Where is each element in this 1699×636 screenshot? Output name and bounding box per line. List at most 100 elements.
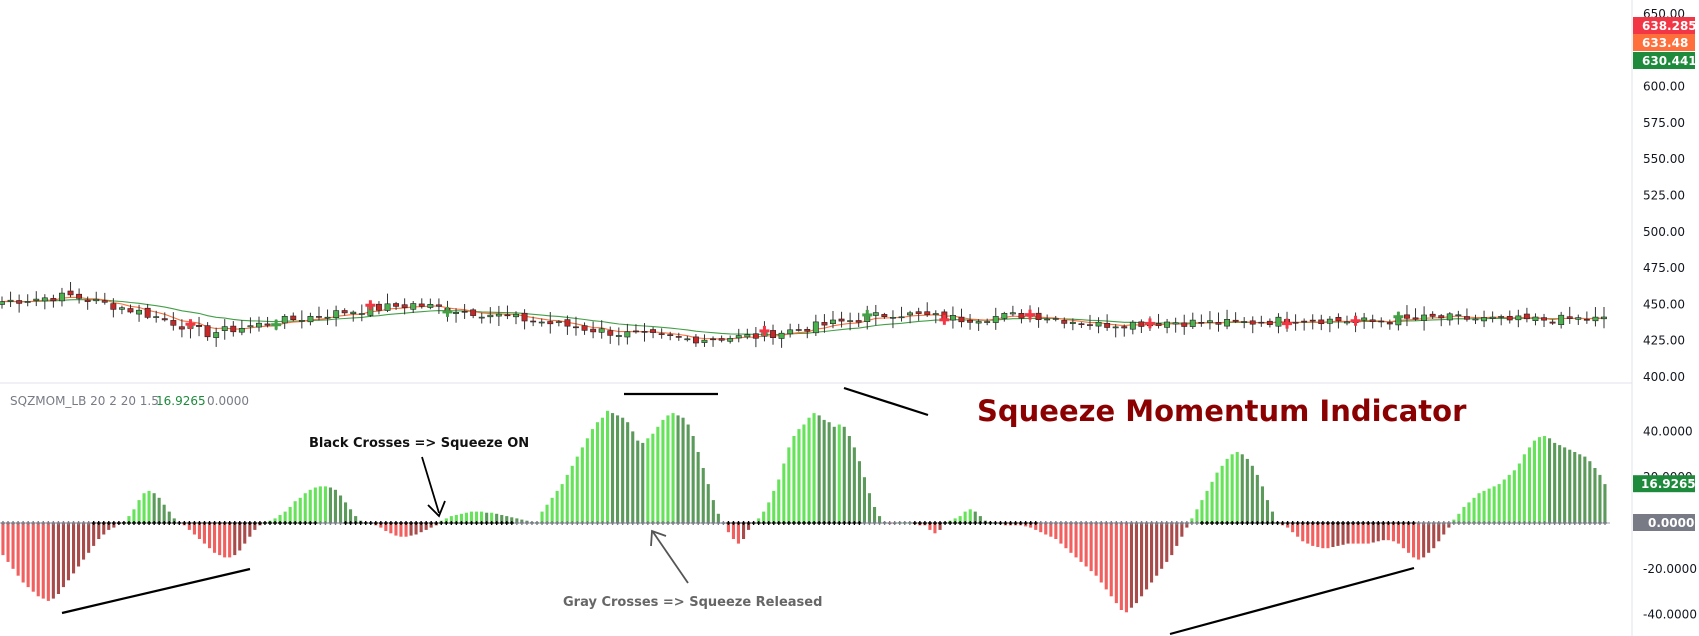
- candle-body-up: [119, 307, 125, 310]
- candle-body-down: [1309, 319, 1316, 322]
- candle-body-up: [598, 328, 605, 333]
- candle: [144, 303, 151, 320]
- candle: [1464, 308, 1470, 322]
- candle: [33, 291, 40, 307]
- squeeze-on-cross: [434, 521, 439, 525]
- momentum-bar: [1044, 523, 1048, 535]
- squeeze-on-cross: [479, 521, 484, 525]
- squeeze-off-cross: [1603, 521, 1607, 525]
- candle-body-down: [795, 329, 802, 331]
- top-falling-trendline: [843, 386, 929, 417]
- squeeze-off-cross: [1048, 521, 1053, 525]
- squeeze-off-cross: [1129, 521, 1134, 525]
- squeeze-on-cross: [1255, 521, 1260, 525]
- momentum-bar: [1119, 523, 1123, 610]
- price-axis[interactable]: 400.00 425.00 450.00 475.00 500.00 525.00 550.…: [1643, 7, 1685, 384]
- momentum-bar: [1265, 500, 1269, 523]
- candle-body-up: [744, 334, 751, 338]
- momentum-bar: [777, 479, 781, 523]
- squeeze-off-cross: [1557, 521, 1562, 525]
- squeeze-off-cross: [1487, 521, 1492, 525]
- indicator-legend[interactable]: SQZMOM_LB 20 2 20 1.5 16.9265 0.0000: [10, 394, 249, 408]
- candle-body-down: [1155, 323, 1162, 326]
- price-tick-label: 575.00: [1643, 116, 1685, 130]
- squeeze-on-cross: [1225, 521, 1230, 525]
- momentum-bar: [1553, 442, 1557, 523]
- momentum-bar: [701, 468, 705, 523]
- momentum-bar: [1356, 523, 1360, 544]
- candle: [1601, 307, 1607, 329]
- squeeze-on-cross: [1220, 521, 1225, 525]
- momentum-bar: [1432, 523, 1436, 549]
- momentum-bar: [1129, 523, 1133, 608]
- squeeze-off-cross: [711, 521, 716, 525]
- momentum-bar: [475, 511, 479, 523]
- candle: [1258, 315, 1265, 327]
- candle: [1009, 305, 1016, 317]
- candle: [93, 291, 100, 304]
- momentum-bar: [1225, 458, 1229, 523]
- squeeze-off-cross: [887, 521, 892, 525]
- candle-body-up: [1189, 319, 1196, 327]
- momentum-bar: [127, 516, 131, 523]
- momentum-bar: [384, 523, 388, 531]
- momentum-bar: [1507, 474, 1511, 523]
- candle-body-up: [1129, 321, 1136, 330]
- candle-body-up: [1164, 321, 1171, 328]
- squeeze-off-cross: [41, 521, 46, 525]
- momentum-bar: [973, 511, 977, 523]
- squeeze-off-cross: [1174, 521, 1179, 525]
- momentum-bars-group: [1, 410, 1607, 613]
- momentum-bar: [278, 515, 282, 523]
- candle-body-down: [1138, 321, 1145, 327]
- candle: [538, 318, 545, 327]
- momentum-bar: [1160, 523, 1164, 569]
- momentum-bar: [1548, 438, 1552, 523]
- momentum-bar: [772, 490, 776, 523]
- squeeze-off-cross: [550, 521, 555, 525]
- squeeze-on-cross: [313, 521, 318, 525]
- candle-body-up: [1001, 312, 1008, 319]
- candle-body-up: [0, 301, 5, 305]
- candle: [924, 302, 931, 317]
- squeeze-off-cross: [610, 521, 615, 525]
- squeeze-on-cross: [1270, 521, 1275, 525]
- squeeze-on-cross: [147, 521, 152, 525]
- candle: [624, 323, 631, 345]
- squeeze-on-cross: [1341, 521, 1346, 525]
- momentum-bar: [87, 523, 91, 553]
- momentum-bar: [31, 523, 35, 592]
- candle-body-up: [1172, 322, 1179, 325]
- momentum-bar: [1487, 488, 1491, 523]
- price-tick-label: 475.00: [1643, 261, 1685, 275]
- candle-body-up: [221, 326, 228, 332]
- momentum-bar: [1286, 523, 1290, 528]
- candle-body-up: [247, 325, 254, 328]
- momentum-bar: [323, 486, 327, 523]
- oscillator-axis[interactable]: -40.0000-20.000020.000040.000016.92650.0…: [1633, 424, 1697, 622]
- squeeze-on-cross: [776, 521, 781, 525]
- squeeze-off-cross: [892, 521, 897, 525]
- squeeze-off-cross: [1159, 521, 1164, 525]
- candle-body-down: [401, 304, 408, 308]
- candle: [1121, 324, 1128, 337]
- candle: [847, 312, 854, 331]
- squeeze-on-cross: [1245, 521, 1250, 525]
- momentum-bar: [218, 523, 222, 556]
- candle: [727, 335, 734, 344]
- momentum-bar: [867, 493, 871, 523]
- squeeze-on-cross: [126, 521, 131, 525]
- candle: [804, 326, 811, 339]
- squeeze-off-cross: [1154, 521, 1159, 525]
- candle: [504, 305, 511, 320]
- momentum-bar: [1104, 523, 1108, 590]
- candle-body-down: [290, 315, 297, 321]
- momentum-bar: [414, 523, 418, 535]
- squeeze-on-cross: [948, 521, 953, 525]
- candle-body-down: [1061, 320, 1068, 324]
- candle-body-down: [1386, 322, 1393, 325]
- momentum-bar: [1054, 523, 1058, 539]
- squeeze-on-cross: [731, 521, 736, 525]
- squeeze-on-cross: [192, 521, 197, 525]
- squeeze-on-cross: [1356, 521, 1361, 525]
